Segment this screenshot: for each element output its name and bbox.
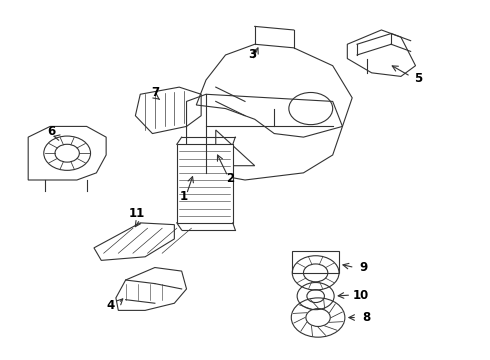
Text: 1: 1 — [180, 190, 188, 203]
Text: 5: 5 — [414, 72, 422, 85]
Text: 3: 3 — [248, 48, 256, 61]
Bar — [177, 144, 233, 223]
Text: 2: 2 — [226, 172, 234, 185]
Text: 6: 6 — [48, 125, 56, 138]
Text: 10: 10 — [353, 288, 369, 302]
Text: 4: 4 — [107, 299, 115, 312]
Text: 8: 8 — [363, 311, 371, 324]
Text: 9: 9 — [359, 261, 368, 274]
Text: 7: 7 — [151, 86, 159, 99]
Text: 11: 11 — [129, 207, 145, 220]
